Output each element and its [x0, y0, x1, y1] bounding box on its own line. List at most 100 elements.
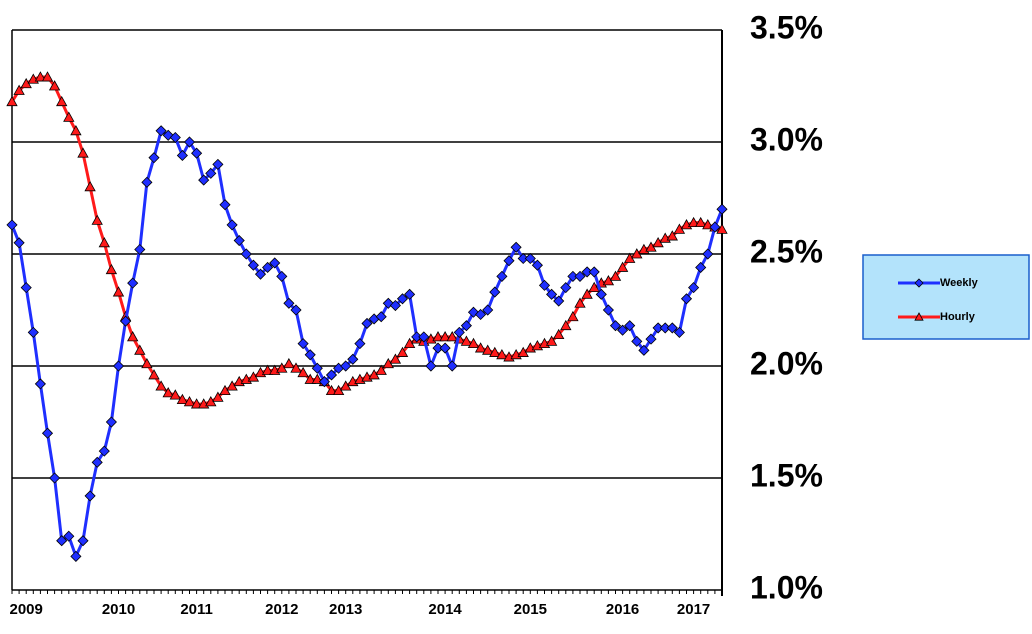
series-line — [10, 75, 723, 406]
marker — [70, 124, 82, 136]
marker — [325, 369, 338, 381]
marker — [141, 357, 153, 369]
marker — [624, 320, 636, 332]
marker — [553, 295, 565, 307]
marker — [112, 360, 125, 372]
marker — [169, 131, 181, 144]
marker — [276, 270, 288, 282]
marker — [545, 335, 558, 346]
marker — [20, 282, 32, 294]
x-tick-label: 2012 — [265, 601, 298, 618]
marker — [77, 147, 89, 158]
marker — [134, 344, 146, 355]
marker — [120, 315, 132, 327]
marker — [702, 248, 714, 260]
marker — [453, 326, 465, 338]
marker — [6, 95, 18, 107]
marker — [396, 346, 409, 357]
y-tick-label: 3.0% — [750, 121, 823, 157]
marker — [98, 445, 110, 457]
marker — [396, 293, 409, 305]
marker — [716, 203, 728, 215]
marker — [688, 282, 700, 294]
marker — [602, 304, 614, 316]
marker — [666, 322, 678, 334]
marker — [169, 389, 181, 400]
marker — [638, 344, 650, 356]
x-tick-label: 2013 — [329, 601, 362, 618]
marker — [375, 364, 387, 375]
marker — [475, 308, 487, 321]
marker — [616, 261, 629, 272]
x-tick-label: 2009 — [10, 601, 43, 618]
marker — [84, 180, 96, 192]
marker — [503, 255, 515, 267]
marker — [446, 360, 458, 372]
x-tick-label: 2015 — [514, 601, 547, 618]
marker — [6, 219, 18, 231]
marker — [496, 348, 508, 360]
x-tick-label: 2017 — [677, 601, 710, 618]
marker — [233, 234, 245, 247]
marker — [191, 147, 203, 159]
marker — [91, 214, 103, 225]
marker — [474, 342, 487, 353]
marker — [41, 71, 54, 82]
marker — [609, 270, 622, 281]
marker — [48, 80, 61, 91]
marker — [41, 427, 54, 439]
marker — [70, 550, 82, 562]
marker — [914, 312, 924, 321]
marker — [212, 158, 224, 170]
marker — [389, 353, 402, 364]
marker — [219, 199, 231, 211]
marker — [148, 369, 160, 380]
marker — [439, 331, 451, 342]
marker — [538, 279, 551, 291]
marker — [13, 237, 25, 249]
marker — [680, 293, 693, 305]
marker — [127, 277, 139, 289]
marker — [695, 261, 707, 274]
x-tick-label: 2014 — [428, 601, 462, 618]
marker — [553, 328, 565, 340]
marker — [389, 299, 401, 312]
marker — [27, 326, 39, 338]
series-line — [10, 128, 724, 561]
marker — [631, 335, 643, 347]
y-tick-label: 3.5% — [750, 9, 823, 45]
marker — [709, 221, 721, 233]
marker — [666, 230, 678, 241]
marker — [176, 393, 189, 405]
marker — [56, 95, 68, 107]
marker — [34, 71, 47, 82]
marker — [261, 364, 274, 375]
marker — [574, 270, 586, 282]
marker — [240, 248, 252, 260]
marker — [588, 266, 600, 278]
marker — [375, 311, 387, 323]
marker — [290, 362, 302, 373]
x-tick-label: 2011 — [180, 601, 213, 618]
marker — [304, 349, 316, 361]
marker — [432, 331, 444, 342]
marker — [595, 288, 607, 300]
legend-label: Hourly — [940, 311, 976, 323]
marker — [84, 490, 96, 502]
marker — [13, 84, 25, 95]
marker — [446, 331, 458, 342]
marker — [311, 362, 323, 374]
marker — [609, 320, 622, 332]
marker — [105, 263, 118, 275]
marker — [304, 373, 316, 384]
marker — [560, 282, 572, 294]
marker — [297, 338, 309, 350]
marker — [531, 259, 543, 271]
marker — [269, 257, 281, 269]
marker — [176, 149, 188, 162]
marker — [205, 167, 217, 179]
marker — [98, 236, 110, 248]
marker — [482, 344, 494, 355]
marker — [617, 324, 629, 336]
